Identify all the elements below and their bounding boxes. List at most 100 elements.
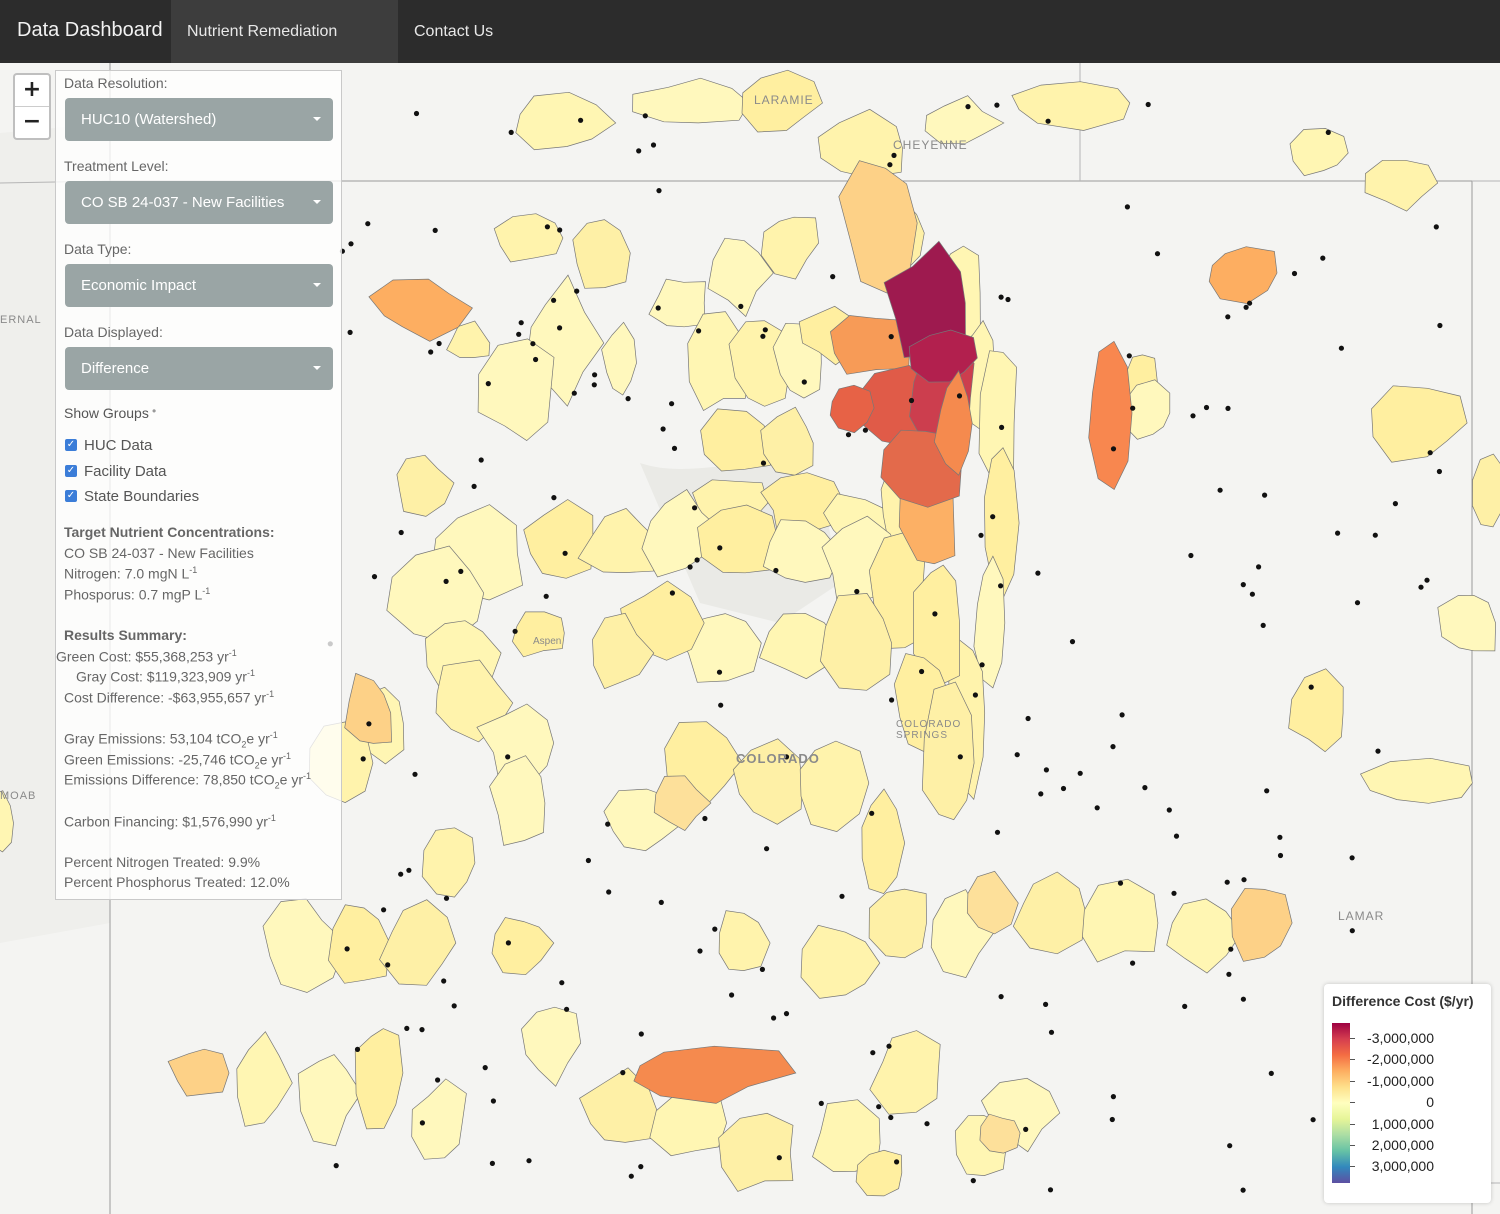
facility-point[interactable] [655,305,661,311]
facility-point[interactable] [716,669,723,675]
facility-point[interactable] [512,628,518,634]
facility-point[interactable] [557,227,563,233]
huc-watershed[interactable] [421,827,476,898]
facility-point[interactable] [762,327,768,333]
facility-point[interactable] [1349,855,1355,861]
facility-point[interactable] [1025,715,1031,722]
facility-point[interactable] [697,948,703,954]
facility-point[interactable] [1124,204,1130,210]
huc-watershed[interactable] [1088,340,1133,491]
facility-point[interactable] [1308,684,1314,690]
facility-point[interactable] [870,1050,876,1056]
facility-point[interactable] [1038,791,1044,797]
facility-point[interactable] [505,940,511,946]
facility-point[interactable] [998,583,1004,589]
facility-point[interactable] [830,274,836,280]
facility-point[interactable] [1249,591,1255,597]
facility-point[interactable] [574,288,580,294]
facility-point[interactable] [1109,1116,1115,1123]
facility-point[interactable] [485,381,491,387]
huc-watershed[interactable] [491,917,555,976]
facility-point[interactable] [1043,1001,1049,1008]
huc-watershed[interactable] [236,1031,293,1127]
facility-point[interactable] [371,574,378,580]
facility-point[interactable] [759,966,766,973]
facility-point[interactable] [669,590,676,596]
huc-watershed[interactable] [1289,128,1349,177]
zoom-in-button[interactable]: + [22,77,42,102]
huc-watershed[interactable] [379,899,457,986]
facility-point[interactable] [1130,405,1136,411]
facility-point[interactable] [1277,834,1283,840]
facility-point[interactable] [1077,770,1083,776]
huc-watershed[interactable] [799,740,870,832]
facility-point[interactable] [854,588,860,595]
huc-watershed[interactable] [1472,453,1500,528]
facility-point[interactable] [1171,890,1177,896]
facility-point[interactable] [1023,1126,1029,1132]
facility-point[interactable] [606,889,612,895]
datatype-select[interactable]: Economic Impact [65,264,333,307]
facility-point[interactable] [760,460,767,466]
facility-point[interactable] [956,393,963,399]
facility-point[interactable] [1045,118,1051,124]
facility-point[interactable] [771,1015,777,1021]
huc-watershed[interactable] [477,338,555,442]
facility-point[interactable] [505,754,511,760]
facility-point[interactable] [1240,582,1246,588]
facility-point[interactable] [1043,767,1049,773]
displayed-select[interactable]: Difference [65,347,333,390]
zoom-out-button[interactable]: − [15,106,49,138]
facility-point[interactable] [557,325,563,331]
facility-point[interactable] [508,129,514,135]
facility-point[interactable] [1225,405,1231,411]
facility-point[interactable] [620,1070,626,1076]
huc-watershed[interactable] [297,1054,362,1147]
facility-point[interactable] [1145,101,1151,108]
facility-point[interactable] [1349,928,1355,934]
facility-point[interactable] [889,697,895,703]
facility-point[interactable] [783,754,790,760]
facility-point[interactable] [533,356,539,363]
facility-point[interactable] [636,148,642,154]
facility-point[interactable] [1142,785,1148,791]
facility-point[interactable] [999,424,1005,430]
facility-point[interactable] [1291,270,1298,277]
facility-point[interactable] [656,188,662,194]
huc-watershed[interactable] [728,320,792,407]
facility-point[interactable] [443,895,450,901]
facility-point[interactable] [458,568,464,574]
facility-point[interactable] [381,907,387,913]
facility-point[interactable] [1035,570,1041,576]
facility-point[interactable] [888,334,894,340]
facility-point[interactable] [419,1027,425,1033]
facility-point[interactable] [1325,129,1331,135]
huc-watershed[interactable] [718,910,771,971]
huc-watershed[interactable] [759,612,840,680]
facility-point[interactable] [625,396,631,402]
facility-point[interactable] [1173,833,1180,839]
huc-watershed[interactable] [577,507,661,573]
facility-point[interactable] [1217,487,1223,493]
huc-watershed[interactable] [1364,159,1439,212]
facility-point[interactable] [435,1077,441,1083]
facility-point[interactable] [1433,224,1439,230]
huc-watershed[interactable] [718,1112,794,1192]
facility-point[interactable] [1240,996,1246,1002]
huc-watershed[interactable] [1437,594,1496,652]
facility-point[interactable] [605,821,611,827]
facility-point[interactable] [998,294,1004,300]
facility-point[interactable] [965,104,971,110]
huc-watershed[interactable] [697,504,779,574]
facility-point[interactable] [412,771,418,777]
facility-point[interactable] [919,668,925,675]
facility-point[interactable] [658,899,664,906]
facility-point[interactable] [692,505,698,511]
huc-watershed[interactable] [979,1113,1021,1154]
facility-point[interactable] [994,102,1000,108]
facility-point[interactable] [1119,712,1125,718]
huc-watershed[interactable] [262,898,347,993]
facility-point[interactable] [694,557,700,563]
facility-point[interactable] [1048,1029,1055,1035]
facility-point[interactable] [564,1006,570,1012]
